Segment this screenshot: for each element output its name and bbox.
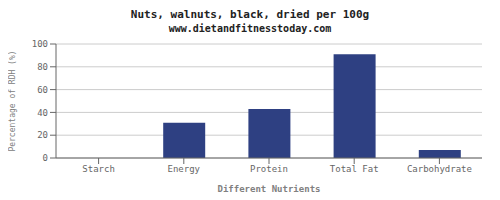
- svg-text:40: 40: [37, 108, 48, 118]
- svg-text:Carbohydrate: Carbohydrate: [407, 164, 472, 174]
- html-text:Nuts, walnuts, black, dried pe: Nuts, walnuts, black, dried per 100g: [130, 8, 370, 21]
- svg-text:Different Nutrients: Different Nutrients: [218, 184, 321, 192]
- svg-text:0: 0: [43, 153, 48, 163]
- svg-text:100: 100: [32, 39, 48, 49]
- html-text:www.dietandfitnesstoday.com: www.dietandfitnesstoday.com: [168, 23, 332, 34]
- svg-text:Starch: Starch: [82, 164, 115, 174]
- svg-text:Protein: Protein: [250, 164, 288, 174]
- svg-text:Percentage of RDH (%): Percentage of RDH (%): [8, 50, 17, 151]
- svg-text:60: 60: [37, 85, 48, 95]
- svg-text:20: 20: [37, 130, 48, 140]
- svg-text:Energy: Energy: [168, 164, 201, 174]
- svg-text:80: 80: [37, 62, 48, 72]
- svg-text:Total Fat: Total Fat: [330, 164, 379, 174]
